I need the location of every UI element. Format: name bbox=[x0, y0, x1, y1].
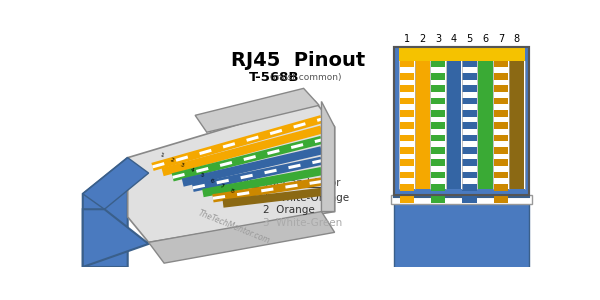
Text: 4: 4 bbox=[451, 34, 457, 44]
Bar bbox=[399, 61, 524, 189]
Bar bbox=[494, 147, 508, 154]
Text: 1: 1 bbox=[404, 34, 410, 44]
Bar bbox=[463, 61, 477, 189]
Polygon shape bbox=[83, 209, 149, 267]
Bar bbox=[494, 61, 508, 189]
Bar bbox=[431, 196, 445, 203]
Bar bbox=[463, 159, 477, 166]
Bar bbox=[400, 61, 414, 68]
Text: 7: 7 bbox=[220, 183, 225, 189]
Text: 2: 2 bbox=[169, 157, 175, 163]
Bar bbox=[399, 47, 524, 61]
Bar bbox=[400, 85, 414, 92]
Text: 1: 1 bbox=[159, 152, 164, 158]
Bar bbox=[494, 184, 508, 190]
Bar bbox=[463, 98, 477, 104]
Bar bbox=[400, 73, 414, 80]
Bar bbox=[400, 122, 414, 129]
Bar bbox=[431, 122, 445, 129]
Text: RJ45  Pinout: RJ45 Pinout bbox=[231, 51, 365, 70]
Bar bbox=[463, 85, 477, 92]
Bar bbox=[463, 110, 477, 117]
Bar bbox=[446, 61, 461, 189]
Bar bbox=[431, 85, 445, 92]
Bar bbox=[463, 122, 477, 129]
Text: 3: 3 bbox=[435, 34, 441, 44]
Bar bbox=[463, 135, 477, 141]
Bar bbox=[494, 196, 508, 203]
Text: (most common): (most common) bbox=[267, 73, 341, 82]
Text: 2: 2 bbox=[419, 34, 425, 44]
Bar bbox=[391, 195, 532, 204]
Bar bbox=[431, 184, 445, 190]
Polygon shape bbox=[195, 88, 319, 132]
Bar bbox=[494, 159, 508, 166]
Bar bbox=[400, 159, 414, 166]
Text: 5: 5 bbox=[199, 173, 205, 178]
Bar bbox=[463, 73, 477, 80]
Bar bbox=[494, 122, 508, 129]
Bar bbox=[494, 85, 508, 92]
Bar bbox=[400, 98, 414, 104]
Bar bbox=[494, 61, 508, 68]
Text: 3: 3 bbox=[179, 162, 185, 168]
Polygon shape bbox=[322, 101, 335, 212]
Text: 8: 8 bbox=[514, 34, 520, 44]
Bar bbox=[494, 172, 508, 178]
Bar bbox=[431, 159, 445, 166]
Bar bbox=[400, 172, 414, 178]
Text: 8: 8 bbox=[230, 188, 235, 194]
Bar bbox=[431, 61, 445, 68]
Polygon shape bbox=[83, 158, 128, 267]
Bar bbox=[400, 61, 414, 189]
Bar bbox=[394, 47, 529, 197]
Bar bbox=[494, 73, 508, 80]
Bar bbox=[509, 61, 524, 189]
Text: T-568B: T-568B bbox=[249, 71, 299, 84]
Text: 1  White-Orange: 1 White-Orange bbox=[263, 193, 349, 203]
Text: Pin order and Color: Pin order and Color bbox=[240, 178, 341, 188]
Bar bbox=[494, 110, 508, 117]
Polygon shape bbox=[83, 158, 149, 209]
Bar bbox=[431, 73, 445, 80]
Bar bbox=[431, 172, 445, 178]
Polygon shape bbox=[128, 101, 335, 242]
Bar bbox=[463, 147, 477, 154]
Bar bbox=[463, 172, 477, 178]
Text: TheTechMentor.com: TheTechMentor.com bbox=[197, 208, 271, 245]
Text: 4: 4 bbox=[190, 167, 194, 173]
Bar bbox=[394, 201, 529, 270]
Bar bbox=[400, 196, 414, 203]
Bar bbox=[394, 47, 529, 195]
Bar bbox=[431, 110, 445, 117]
Bar bbox=[463, 184, 477, 190]
Bar bbox=[431, 98, 445, 104]
Text: 5: 5 bbox=[466, 34, 473, 44]
Text: 7: 7 bbox=[498, 34, 504, 44]
Bar bbox=[400, 147, 414, 154]
Bar bbox=[431, 147, 445, 154]
Text: 6: 6 bbox=[482, 34, 488, 44]
Bar bbox=[400, 110, 414, 117]
Bar bbox=[400, 135, 414, 141]
Bar bbox=[463, 61, 477, 68]
Bar bbox=[478, 61, 493, 189]
Text: 6: 6 bbox=[209, 178, 215, 184]
Bar bbox=[494, 98, 508, 104]
Text: 2  Orange: 2 Orange bbox=[263, 206, 315, 215]
Bar bbox=[494, 135, 508, 141]
Bar bbox=[400, 184, 414, 190]
Polygon shape bbox=[149, 212, 335, 263]
Bar bbox=[431, 135, 445, 141]
Bar bbox=[431, 61, 445, 189]
Bar bbox=[415, 61, 430, 189]
Bar bbox=[463, 196, 477, 203]
Text: 3  White-Green: 3 White-Green bbox=[263, 218, 343, 228]
